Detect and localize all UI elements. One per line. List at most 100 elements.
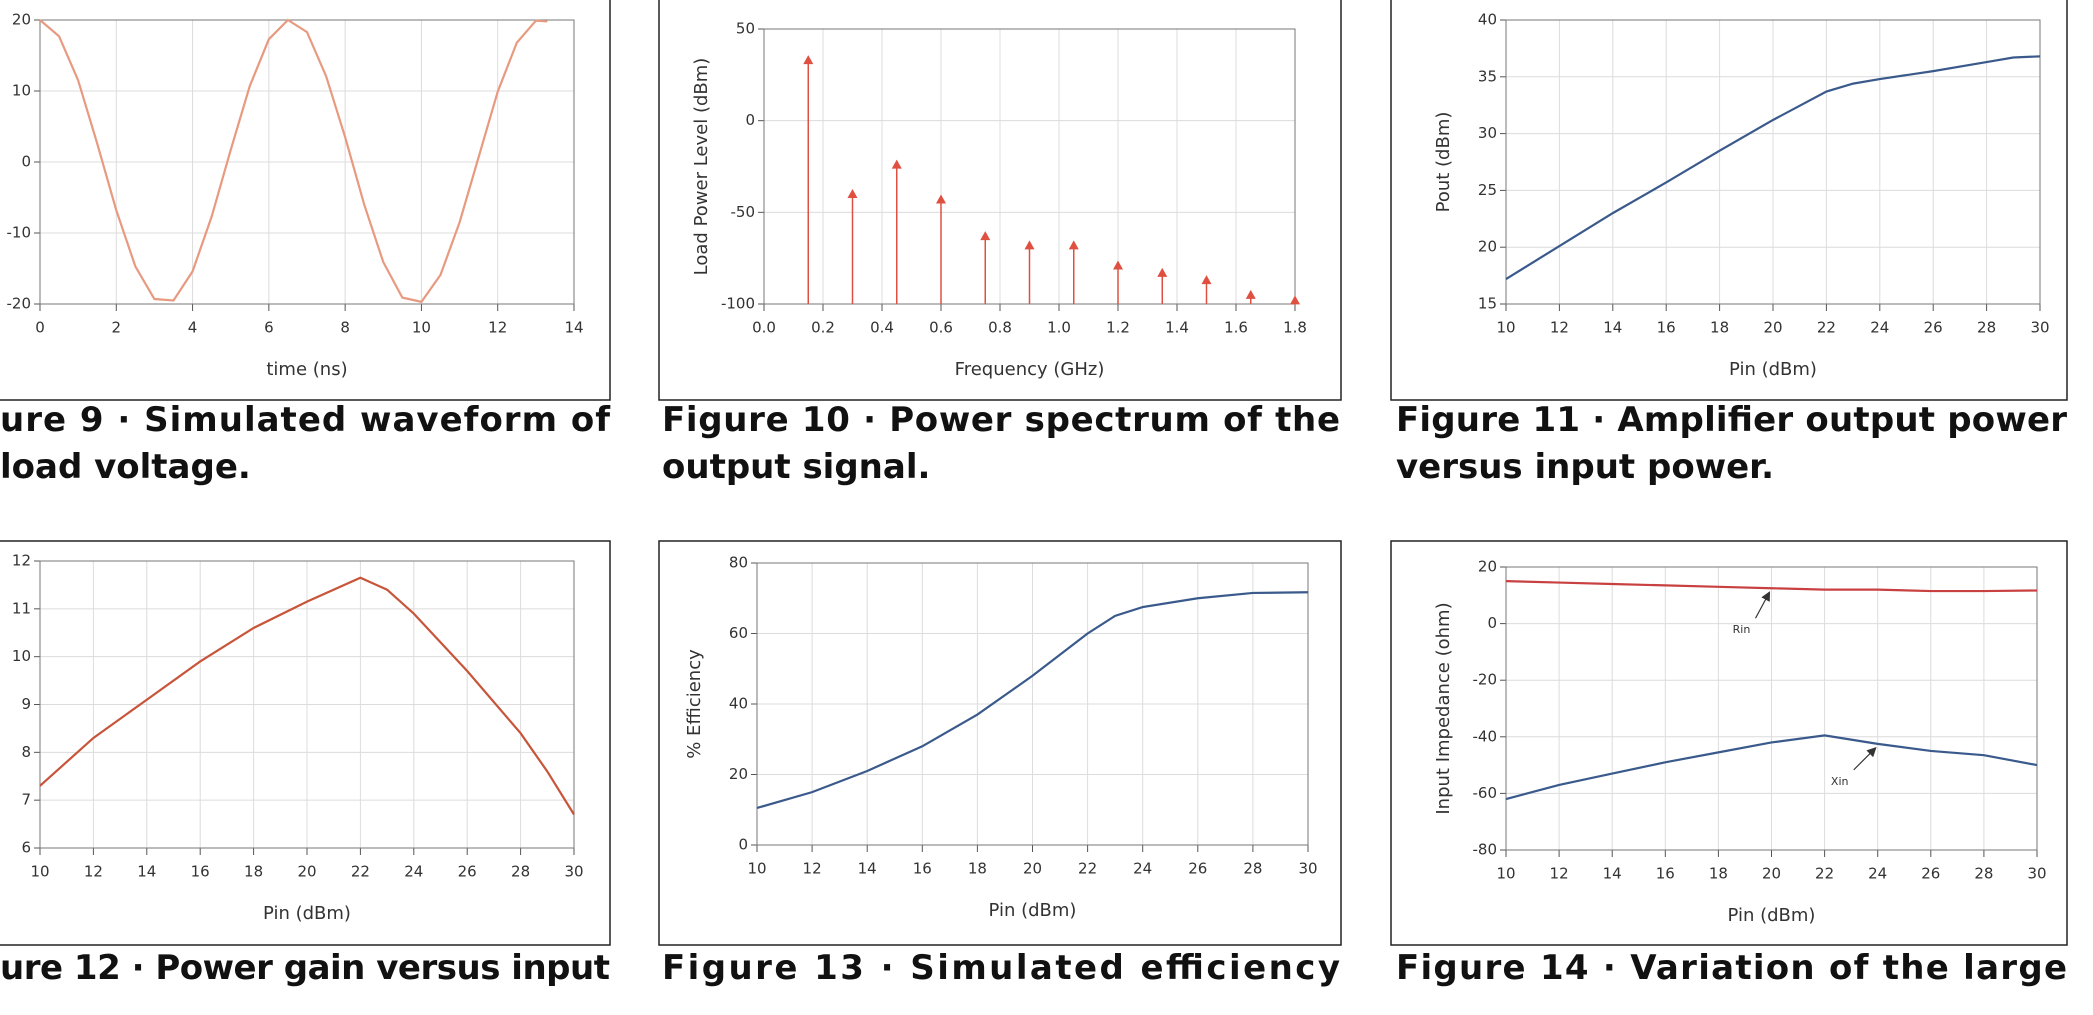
y-tick-label: -20 <box>1473 671 1498 689</box>
x-tick-label: 28 <box>511 863 530 881</box>
stem-marker <box>1024 240 1035 250</box>
stem-marker <box>1201 275 1212 285</box>
x-tick-label: 22 <box>351 863 370 881</box>
x-tick-label: 6 <box>264 319 274 337</box>
y-axis-label: Pout (dBm) <box>1433 112 1454 213</box>
y-tick-label: -40 <box>1473 727 1498 745</box>
x-tick-label: 0.4 <box>870 319 894 337</box>
x-tick-label: 16 <box>1657 319 1676 337</box>
stem-marker <box>1068 240 1079 250</box>
data-line <box>756 591 1309 810</box>
x-tick-label: 18 <box>1709 865 1728 883</box>
x-tick-label: 12 <box>488 319 507 337</box>
x-tick-label: 26 <box>1188 860 1207 878</box>
y-tick-label: 0 <box>21 153 31 171</box>
x-tick-label: 16 <box>1656 865 1675 883</box>
y-tick-label: 0 <box>745 111 755 129</box>
x-tick-label: 1.2 <box>1106 319 1130 337</box>
y-tick-label: 20 <box>1478 238 1497 256</box>
x-tick-label: 14 <box>137 863 156 881</box>
x-tick-label: 24 <box>1133 860 1152 878</box>
x-tick-label: 14 <box>858 860 877 878</box>
y-tick-label: 20 <box>12 11 31 29</box>
y-tick-label: -50 <box>731 203 756 221</box>
plot-border <box>1505 19 2041 305</box>
x-tick-label: 0.0 <box>752 319 776 337</box>
series-annotation: Xin <box>1831 775 1849 788</box>
x-tick-label: 28 <box>1243 860 1262 878</box>
x-tick-label: 14 <box>564 319 583 337</box>
x-tick-label: 16 <box>191 863 210 881</box>
y-tick-label: 8 <box>21 743 31 761</box>
x-tick-label: 24 <box>404 863 423 881</box>
x-axis-label: Pin (dBm) <box>263 903 351 924</box>
y-tick-label: 30 <box>1478 124 1497 142</box>
y-tick-label: 7 <box>21 791 31 809</box>
x-tick-label: 22 <box>1817 319 1836 337</box>
stem-marker <box>803 55 814 65</box>
y-tick-label: 6 <box>21 839 31 857</box>
x-tick-label: 1.6 <box>1224 319 1248 337</box>
annotation-arrow <box>1853 747 1877 771</box>
y-tick-label: 10 <box>12 82 31 100</box>
x-tick-label: 0 <box>35 319 45 337</box>
x-tick-label: 26 <box>458 863 477 881</box>
x-tick-label: 30 <box>564 863 583 881</box>
x-axis-label: Frequency (GHz) <box>955 359 1105 380</box>
x-axis-label: time (ns) <box>266 359 347 380</box>
figure-caption: Figure 11 · Amplifier output power <box>1396 400 2067 440</box>
data-line <box>1505 734 2038 801</box>
y-tick-label: 11 <box>12 599 31 617</box>
x-tick-label: 0.8 <box>988 319 1012 337</box>
x-tick-label: 26 <box>1924 319 1943 337</box>
stem-marker <box>1113 260 1123 270</box>
x-tick-label: 12 <box>803 860 822 878</box>
y-tick-label: 9 <box>21 695 31 713</box>
plot-border <box>39 19 575 305</box>
data-line <box>1505 55 2041 280</box>
x-tick-label: 28 <box>1977 319 1996 337</box>
x-tick-label: 1.0 <box>1047 319 1071 337</box>
y-tick-label: -20 <box>7 295 32 313</box>
x-tick-label: 10 <box>1496 865 1515 883</box>
y-tick-label: 35 <box>1478 67 1497 85</box>
y-tick-label: -100 <box>721 295 755 313</box>
x-tick-label: 20 <box>297 863 316 881</box>
stem-marker <box>1157 267 1168 277</box>
figure-caption: output signal. <box>662 447 930 487</box>
x-tick-label: 26 <box>1921 865 1940 883</box>
x-tick-label: 24 <box>1870 319 1889 337</box>
stem-marker <box>847 189 858 198</box>
figure-caption: versus input power. <box>1396 447 1774 487</box>
y-tick-label: 40 <box>729 695 748 713</box>
x-tick-label: 18 <box>968 860 987 878</box>
x-tick-label: 1.4 <box>1165 319 1189 337</box>
plot-border <box>756 562 1309 846</box>
x-tick-label: 0.2 <box>811 319 835 337</box>
x-tick-label: 30 <box>2027 865 2046 883</box>
y-tick-label: 10 <box>12 647 31 665</box>
y-tick-label: 0 <box>1487 614 1497 632</box>
stem-marker <box>936 194 946 204</box>
x-tick-label: 14 <box>1603 319 1622 337</box>
data-line <box>39 576 575 816</box>
x-tick-label: 28 <box>1974 865 1993 883</box>
x-tick-label: 24 <box>1868 865 1887 883</box>
stem-marker <box>980 231 991 241</box>
x-tick-label: 12 <box>1550 865 1569 883</box>
y-tick-label: 25 <box>1478 181 1497 199</box>
x-tick-label: 18 <box>1710 319 1729 337</box>
stem-marker <box>891 159 902 169</box>
data-line <box>1505 580 2038 593</box>
data-line <box>39 18 548 304</box>
plot-border <box>1505 566 2038 851</box>
x-tick-label: 14 <box>1603 865 1622 883</box>
figure-caption: Figure 14 · Variation of the large <box>1396 948 2067 988</box>
x-tick-label: 1.8 <box>1283 319 1307 337</box>
y-tick-label: 20 <box>1478 558 1497 576</box>
x-axis-label: Pin (dBm) <box>1728 905 1816 926</box>
y-axis-label: Input Impedance (ohm) <box>1433 602 1454 814</box>
y-tick-label: 60 <box>729 624 748 642</box>
x-tick-label: 10 <box>1496 319 1515 337</box>
y-tick-label: -80 <box>1473 841 1498 859</box>
